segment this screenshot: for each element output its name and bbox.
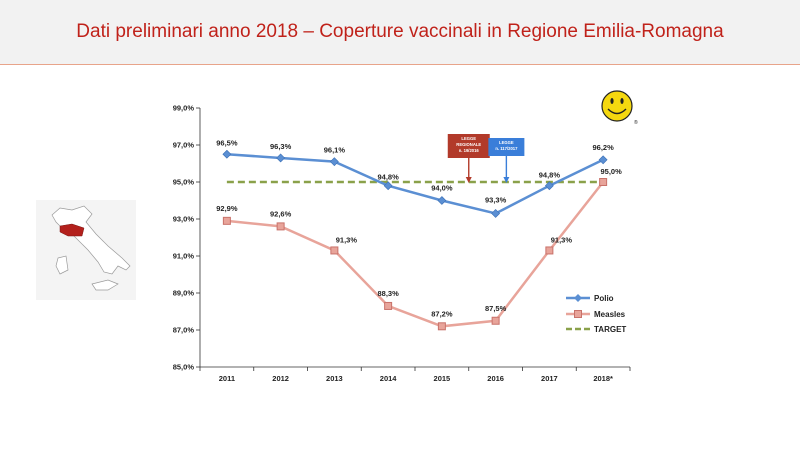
measles-point (276, 222, 285, 231)
y-tick-label: 87,0% (173, 326, 195, 335)
polio-point (437, 196, 447, 205)
measles-data-label: 87,2% (431, 309, 453, 318)
x-tick-label: 2015 (434, 374, 451, 383)
law-callout-arrowhead (465, 177, 472, 183)
sicily-shape (91, 279, 119, 291)
measles-point (222, 216, 231, 225)
measles-data-label: 92,9% (216, 204, 238, 213)
svg-text:®: ® (634, 119, 638, 126)
measles-data-label: 91,3% (336, 235, 358, 244)
polio-point (544, 181, 554, 191)
law-callout-arrowhead (503, 177, 510, 183)
polio-line (226, 153, 604, 215)
legend-label: TARGET (594, 325, 626, 334)
measles-point (491, 316, 500, 325)
measles-data-label: 91,3% (551, 235, 573, 244)
x-tick-label: 2018* (593, 374, 613, 383)
x-tick-label: 2017 (541, 374, 558, 383)
y-tick-label: 99,0% (173, 104, 195, 113)
measles-data-label: 95,0% (600, 167, 622, 176)
series-layer: 96,5% 96,3% 96,1% 94,8% 94,0% 93,3% 94,8% 96,2%… (216, 138, 622, 331)
y-tick-label: 91,0% (173, 252, 195, 261)
sardinia-shape (55, 255, 69, 275)
y-tick-label: 95,0% (173, 178, 195, 187)
polio-point (383, 181, 393, 191)
law-callout-text: n. 117/2017 (495, 146, 518, 151)
legend-label: Measles (594, 310, 626, 319)
polio-data-label: 96,1% (324, 146, 346, 155)
measles-line (226, 181, 605, 328)
polio-data-label: 96,3% (270, 142, 292, 151)
legend-marker-polio (574, 294, 582, 302)
title-bar: Dati preliminari anno 2018 – Coperture v… (0, 0, 800, 65)
law-callout-box (488, 138, 525, 156)
polio-data-label: 96,2% (592, 143, 614, 152)
polio-data-label: 94,8% (377, 173, 399, 182)
y-tick-label: 89,0% (173, 289, 195, 298)
measles-point (384, 301, 393, 310)
polio-data-label: 93,3% (485, 195, 507, 204)
polio-data-label: 96,5% (216, 138, 238, 147)
x-tick-label: 2014 (380, 374, 398, 383)
polio-point (276, 153, 286, 163)
axes: 85,0% 87,0% 89,0% 91,0% 93,0% 95,0% 97,0% 99,0%… (173, 104, 631, 383)
polio-point (491, 209, 501, 218)
polio-data-label: 94,8% (539, 171, 561, 180)
measles-point (545, 246, 554, 255)
law-callout-text: LEGGE (499, 140, 514, 145)
measles-point (330, 246, 339, 255)
law-callout-text: n. 19/2016 (459, 148, 480, 153)
legend-label: Polio (594, 294, 614, 303)
law-callout-text: LEGGE (461, 136, 476, 141)
smiley-icon: ® (601, 90, 638, 126)
polio-point (222, 149, 232, 159)
polio-data-label: 94,0% (431, 184, 453, 193)
y-tick-label: 93,0% (173, 215, 195, 224)
x-tick-label: 2012 (272, 374, 289, 383)
page-title: Dati preliminari anno 2018 – Coperture v… (76, 21, 724, 42)
y-tick-label: 97,0% (173, 141, 195, 150)
law-callout-text: REGIONALE (456, 142, 481, 147)
measles-data-label: 88,3% (377, 289, 399, 298)
measles-data-label: 92,6% (270, 209, 292, 218)
legend: Polio Measles TARGET (566, 294, 626, 334)
italy-map-icon (36, 200, 136, 300)
measles-point (599, 178, 608, 186)
legend-marker-measles (574, 310, 582, 318)
y-tick-label: 85,0% (173, 363, 195, 372)
law-callout-box (447, 134, 490, 158)
x-tick-label: 2013 (326, 374, 343, 383)
polio-point (598, 155, 608, 165)
x-tick-label: 2011 (219, 374, 235, 383)
measles-point (437, 322, 446, 331)
x-tick-label: 2016 (487, 374, 504, 383)
polio-point (329, 157, 339, 167)
measles-data-label: 87,5% (485, 304, 507, 313)
emilia-romagna-region (59, 223, 85, 237)
